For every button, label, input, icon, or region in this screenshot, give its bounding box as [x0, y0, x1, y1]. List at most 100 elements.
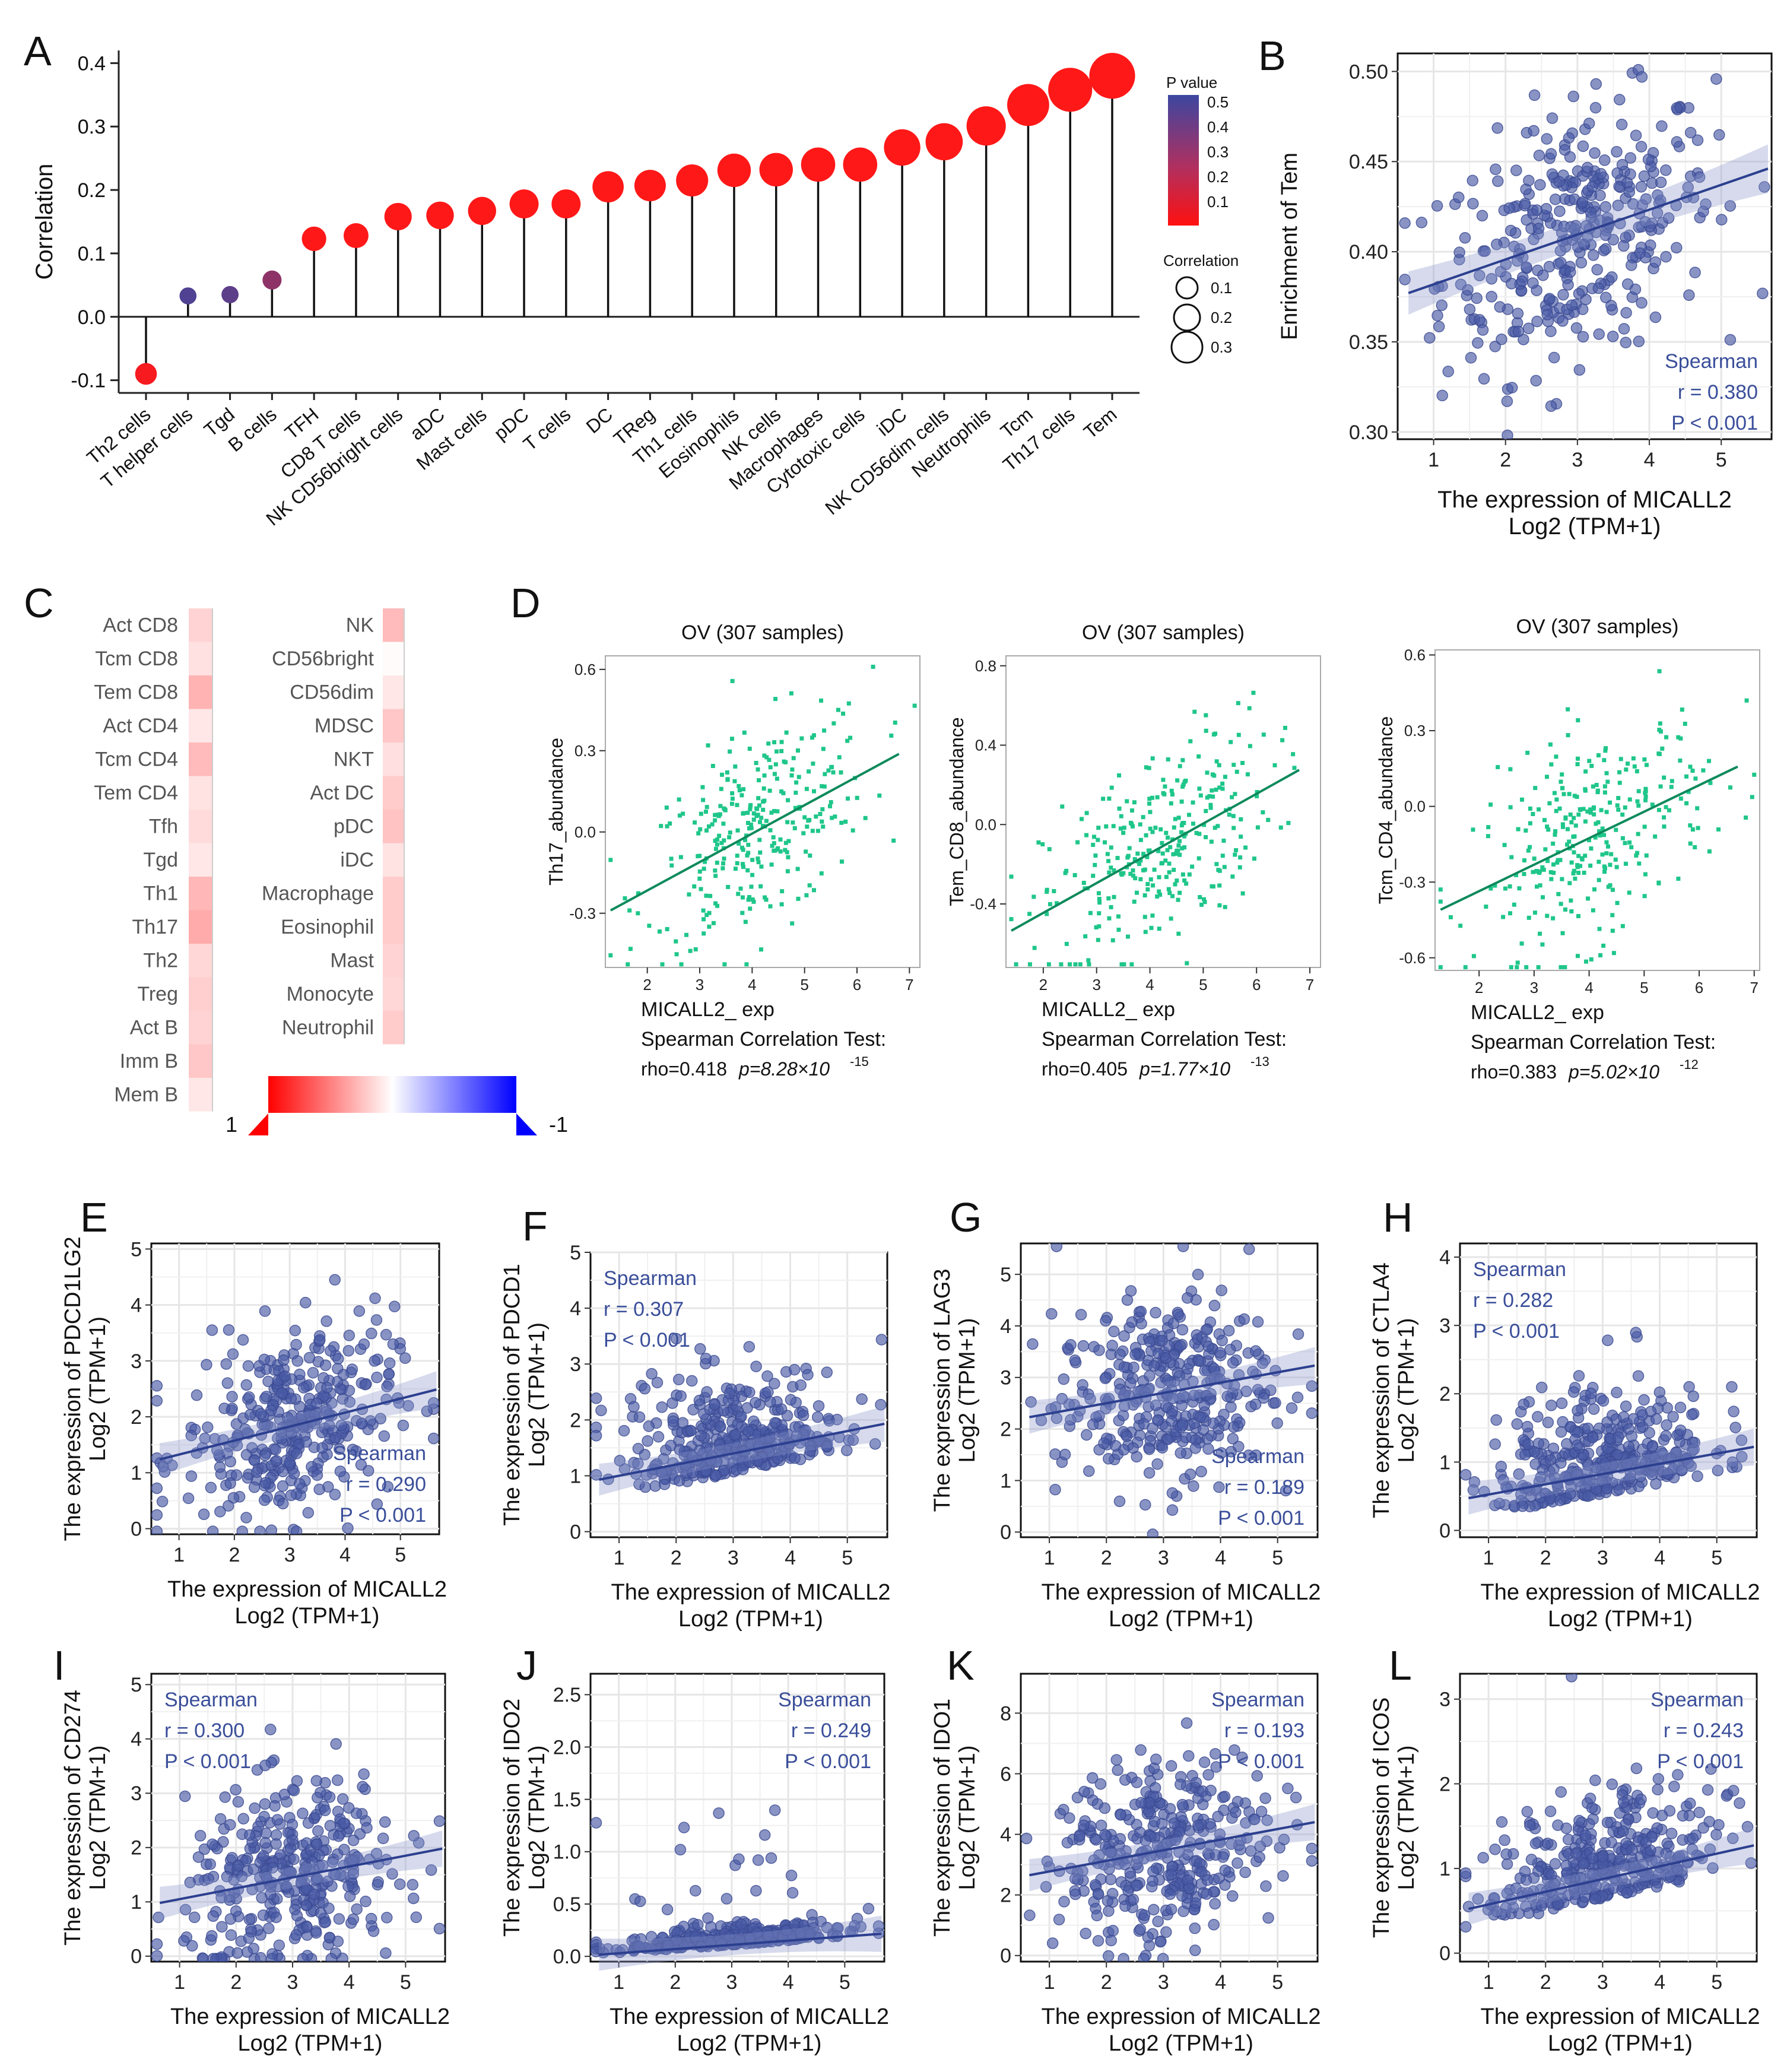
data-point [1573, 1814, 1585, 1827]
data-point [1570, 1848, 1582, 1860]
data-point [1399, 217, 1411, 229]
data-point [1237, 865, 1242, 870]
data-point [1626, 1844, 1638, 1856]
data-point [1532, 910, 1537, 915]
data-point [297, 1807, 309, 1820]
data-point [1486, 825, 1491, 830]
data-point [151, 1950, 163, 1962]
data-point [326, 1856, 339, 1868]
data-point [1577, 331, 1589, 343]
data-point [1570, 322, 1583, 334]
data-point [1525, 1854, 1538, 1865]
data-point [1653, 1386, 1666, 1398]
data-point [270, 1838, 282, 1850]
data-point [768, 828, 773, 833]
data-point [1415, 217, 1428, 229]
data-point [1576, 913, 1580, 918]
data-point [214, 1813, 227, 1825]
data-point [1192, 1268, 1204, 1281]
data-point [1583, 853, 1588, 858]
data-point [1716, 827, 1721, 832]
data-point [1177, 839, 1182, 843]
data-point [276, 1387, 288, 1399]
fit-line [1029, 1821, 1315, 1877]
data-point [715, 903, 720, 908]
data-point [739, 793, 744, 798]
data-point [649, 1480, 661, 1492]
data-point [227, 1492, 240, 1504]
x-tick-label: 3 [1530, 979, 1538, 997]
data-point [1243, 1449, 1255, 1461]
data-point [337, 1793, 349, 1805]
data-point [1598, 953, 1603, 957]
data-point [1014, 962, 1018, 967]
points [591, 1332, 887, 1493]
x-tick-label: 5 [1716, 449, 1727, 471]
data-point [1266, 817, 1271, 822]
data-point [737, 1464, 749, 1476]
data-point [819, 871, 824, 876]
data-point [1635, 851, 1640, 855]
data-point [243, 1932, 255, 1944]
data-point [652, 1431, 665, 1443]
heatmap-cell [189, 877, 212, 910]
data-point [1509, 855, 1514, 859]
data-point [796, 896, 801, 901]
data-point [1656, 880, 1661, 885]
data-point [1214, 788, 1218, 792]
data-point [1078, 962, 1083, 967]
data-point [704, 828, 709, 833]
data-point [1728, 1405, 1740, 1417]
data-point [1160, 851, 1165, 856]
data-point [1593, 835, 1598, 840]
data-point [1566, 733, 1570, 738]
data-point [768, 904, 773, 909]
panel-letter-C: C [24, 580, 54, 626]
data-point [743, 1341, 756, 1353]
data-point [279, 1370, 291, 1382]
data-point [1552, 791, 1557, 795]
data-point [766, 741, 771, 746]
data-point [1249, 1813, 1261, 1825]
data-point [379, 1816, 391, 1828]
data-point [1703, 1816, 1715, 1828]
data-point [743, 1456, 756, 1468]
data-point [808, 853, 812, 858]
legend-pvalue-title: P value [1166, 74, 1217, 91]
data-point [1652, 1784, 1664, 1795]
data-point [1557, 288, 1569, 301]
data-point [1157, 889, 1161, 894]
data-point [780, 1924, 792, 1937]
data-point [1684, 801, 1689, 805]
data-point [1160, 840, 1164, 845]
data-point [1583, 118, 1595, 129]
data-point [1544, 1806, 1557, 1817]
x-tick-label: 3 [1092, 976, 1100, 994]
data-point [1091, 842, 1096, 847]
data-point [1261, 810, 1265, 815]
color-scale-bar [268, 1076, 516, 1113]
data-point [1489, 341, 1501, 353]
data-point [797, 1410, 810, 1421]
data-point [1532, 856, 1537, 861]
data-point [1045, 887, 1049, 892]
data-point [684, 932, 689, 937]
data-point [819, 698, 824, 703]
data-point [1620, 836, 1625, 840]
data-point [259, 1477, 272, 1489]
data-point [697, 876, 702, 881]
data-point [591, 1430, 602, 1442]
data-point [1063, 871, 1068, 875]
data-point [1107, 916, 1112, 921]
data-point [713, 1807, 725, 1819]
data-point [1586, 1802, 1598, 1814]
data-point [1165, 1903, 1177, 1915]
data-point [1576, 756, 1580, 761]
data-point [1611, 951, 1616, 956]
data-point [698, 827, 703, 832]
stats-text: r = 0.282 [1473, 1289, 1553, 1312]
data-point [1684, 774, 1689, 779]
data-point [325, 1953, 338, 1962]
data-point [1148, 810, 1153, 814]
data-point [1658, 721, 1662, 726]
